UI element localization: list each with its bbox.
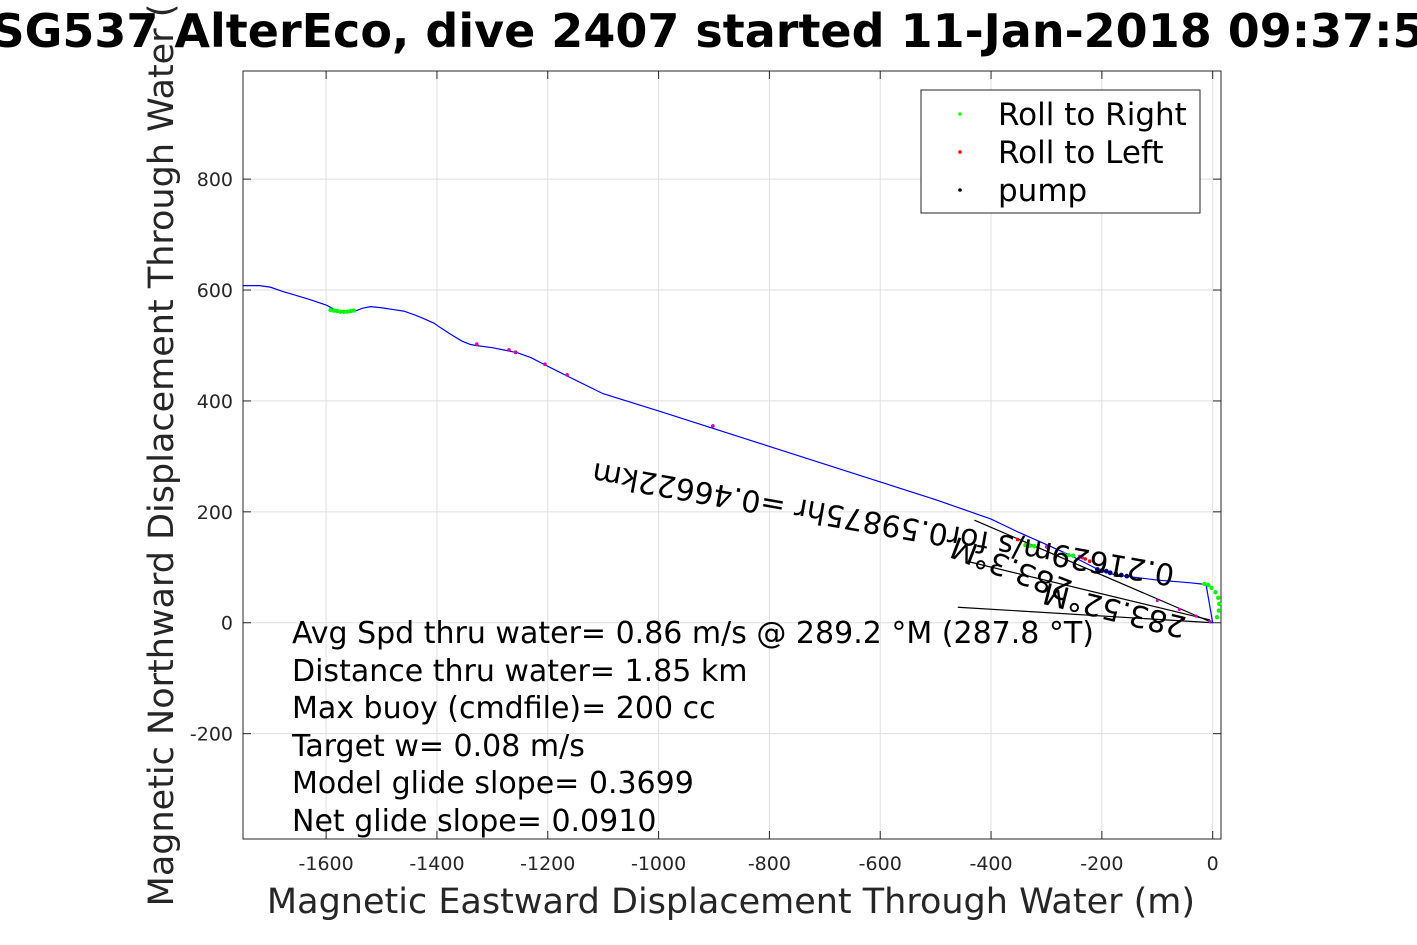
legend-label-pump: pump [998, 173, 1087, 209]
x-axis-label: Magnetic Eastward Displacement Through W… [267, 882, 1195, 922]
vector-speed-label: 0.21629m/s for0.59875hr =0.46622km [590, 455, 1178, 592]
x-tick-label: -1400 [409, 853, 464, 875]
roll-right-point [1216, 595, 1221, 600]
pump-point [1095, 567, 1100, 572]
grid-lines [243, 71, 1221, 839]
legend-marker-pump [958, 188, 962, 192]
x-tick-label: -1200 [520, 853, 575, 875]
roll-right-point [334, 308, 340, 314]
y-tick-label: 400 [197, 391, 233, 413]
legend-label-roll-right: Roll to Right [998, 97, 1187, 133]
y-tick-label: 600 [197, 280, 233, 302]
legend-label-roll-left: Roll to Left [998, 135, 1164, 171]
roll-left-point [1087, 559, 1092, 563]
mixed-point [475, 342, 479, 346]
roll-right-point [1216, 608, 1221, 613]
roll-left-point [1015, 537, 1020, 542]
mixed-point [1155, 598, 1159, 603]
annotation-model-glide: Model glide slope= 0.3699 [292, 766, 694, 801]
roll-right-point [331, 308, 337, 313]
y-axis-label: Magnetic Northward Displacement Through … [142, 4, 182, 907]
x-tick-label: 0 [1207, 853, 1219, 875]
roll-right-point [1214, 614, 1220, 620]
roll-right-point [1066, 552, 1071, 558]
pump-point [1118, 572, 1124, 578]
pump-point [1107, 570, 1113, 576]
y-tick-label: 200 [197, 502, 233, 524]
annotation-net-glide: Net glide slope= 0.0910 [292, 804, 656, 839]
x-tick-label: -800 [748, 853, 791, 875]
y-tick-label: 0 [221, 613, 233, 635]
roll-right-point [344, 309, 350, 314]
roll-right-point [1070, 553, 1076, 558]
x-tick-label: -600 [859, 853, 902, 875]
annotation-avg-speed: Avg Spd thru water= 0.86 m/s @ 289.2 °M … [292, 616, 1094, 651]
mixed-point [514, 351, 518, 355]
x-tick-label: -200 [1080, 853, 1123, 875]
legend-marker-roll-right [958, 112, 962, 116]
plot-frame [242, 70, 1222, 840]
roll-right-point [1202, 581, 1207, 587]
pump-point [1103, 568, 1109, 574]
roll-right-point [1032, 544, 1037, 549]
roll-left-point [1083, 557, 1088, 561]
pump-point [1124, 573, 1130, 579]
roll-right-point [1023, 542, 1028, 548]
annotation-target-w: Target w= 0.08 m/s [291, 729, 585, 764]
mixed-point [1078, 554, 1082, 558]
legend-box [920, 89, 1201, 214]
vector-line [957, 606, 1213, 624]
roll-right-point [1061, 552, 1067, 557]
x-tick-label: -400 [969, 853, 1012, 875]
x-tick-label: -1600 [299, 853, 354, 875]
mixed-point [507, 348, 511, 352]
pump-point [1113, 571, 1119, 577]
mixed-point [1044, 545, 1049, 549]
axes: -1600 -1400 -1200 -1000 -800 -600 -400 -200 0 -20… [190, 70, 1222, 875]
chart-title: SG537 AlterEco, dive 2407 started 11-Jan… [0, 4, 1417, 58]
vector-line [968, 561, 1211, 621]
mixed-point [1177, 607, 1182, 612]
x-tick-label: -1000 [631, 853, 686, 875]
roll-right-point [328, 307, 333, 313]
stats-annotations: Avg Spd thru water= 0.86 m/s @ 289.2 °M … [291, 616, 1094, 839]
roll-right-point [1217, 601, 1222, 607]
roll-right-point [1206, 582, 1211, 588]
mixed-point [711, 424, 715, 428]
vector-line [974, 519, 1213, 624]
roll-right-point [338, 309, 343, 314]
y-tick-label: -200 [190, 724, 233, 746]
annotation-max-buoy: Max buoy (cmdfile)= 200 cc [292, 691, 716, 726]
pump-point [1099, 568, 1105, 574]
roll-right-point [1027, 543, 1033, 548]
y-tick-label: 800 [197, 169, 233, 191]
plot-data [243, 284, 1222, 624]
roll-right-point [341, 309, 347, 314]
roll-right-point [351, 308, 357, 313]
mixed-point [1194, 614, 1198, 618]
roll-right-point [1209, 585, 1214, 591]
mixed-point [1080, 556, 1085, 560]
annotation-distance: Distance thru water= 1.85 km [292, 654, 747, 689]
legend: Roll to Right Roll to Left pump [920, 89, 1201, 214]
legend-marker-roll-left [958, 150, 962, 154]
roll-right-point [1213, 590, 1218, 595]
mixed-point [565, 373, 569, 377]
roll-right-point [348, 308, 353, 314]
mixed-point [543, 362, 547, 366]
mixed-point [1208, 620, 1212, 624]
